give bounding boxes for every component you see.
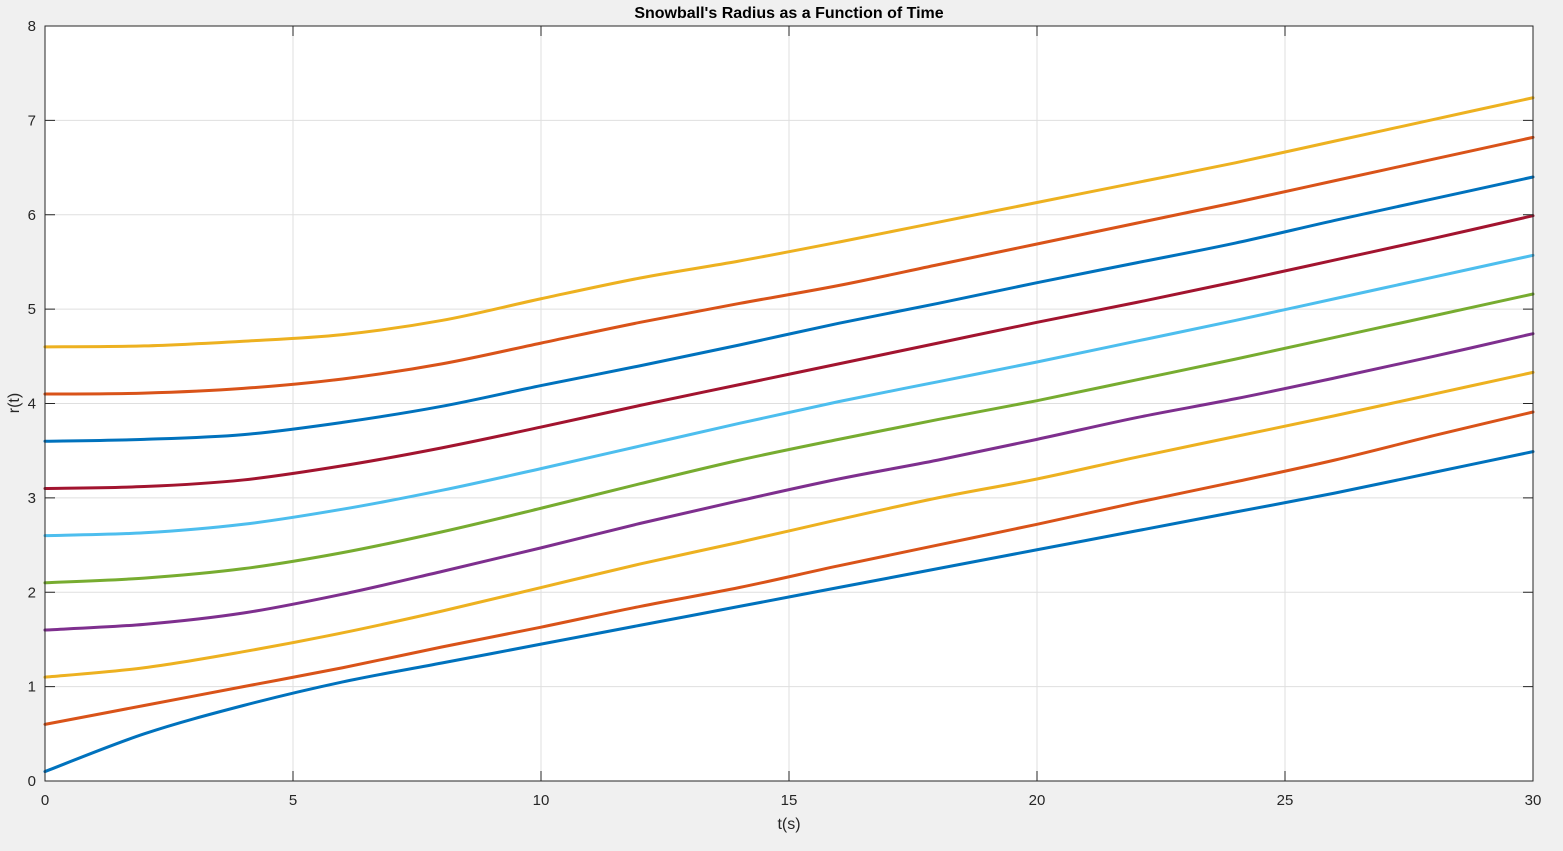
x-tick-label: 10 bbox=[533, 792, 550, 809]
y-axis-label: r(t) bbox=[6, 393, 23, 413]
x-axis-label: t(s) bbox=[777, 816, 800, 833]
x-tick-label: 5 bbox=[289, 792, 297, 809]
y-tick-label: 0 bbox=[28, 773, 36, 790]
axis-ticks: 0 5 10 15 20 25 30 0 1 2 3 4 5 6 7 8 bbox=[28, 18, 1542, 809]
y-tick-label: 8 bbox=[28, 18, 36, 35]
x-tick-label: 25 bbox=[1277, 792, 1294, 809]
series-line-1 bbox=[43, 450, 1535, 774]
series-line-10 bbox=[43, 96, 1535, 349]
series-line-4 bbox=[43, 332, 1535, 632]
x-tick-label: 0 bbox=[41, 792, 49, 809]
y-tick-label: 1 bbox=[28, 679, 36, 696]
chart-title: Snowball's Radius as a Function of Time bbox=[634, 5, 943, 22]
y-tick-label: 5 bbox=[28, 301, 36, 318]
y-tick-label: 4 bbox=[28, 396, 36, 413]
x-tick-label: 20 bbox=[1029, 792, 1046, 809]
x-tick-label: 15 bbox=[781, 792, 798, 809]
series-lines bbox=[43, 96, 1535, 774]
series-line-9 bbox=[43, 135, 1535, 396]
y-tick-label: 7 bbox=[28, 112, 36, 129]
y-tick-label: 2 bbox=[28, 584, 36, 601]
series-line-5 bbox=[43, 292, 1535, 585]
series-line-2 bbox=[43, 410, 1535, 726]
x-tick-label: 30 bbox=[1525, 792, 1542, 809]
series-line-3 bbox=[43, 370, 1535, 679]
y-tick-label: 6 bbox=[28, 207, 36, 224]
y-tick-label: 3 bbox=[28, 490, 36, 507]
series-line-7 bbox=[43, 214, 1535, 490]
series-line-8 bbox=[43, 175, 1535, 443]
series-line-6 bbox=[43, 253, 1535, 538]
